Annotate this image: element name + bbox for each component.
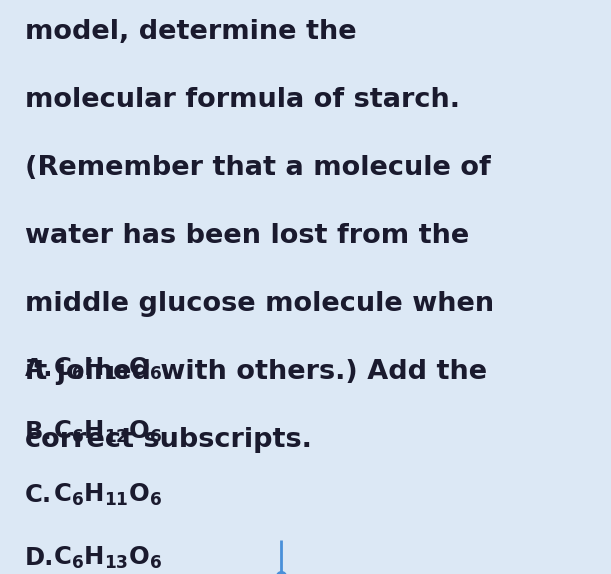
Text: B.: B. [25,420,53,444]
Text: $\mathregular{C_6H_{12}O_6}$: $\mathregular{C_6H_{12}O_6}$ [53,419,162,445]
Text: it joined with others.) Add the: it joined with others.) Add the [25,359,487,385]
Text: A.: A. [25,357,54,381]
Text: molecular formula of starch.: molecular formula of starch. [25,87,460,113]
Text: model, determine the: model, determine the [25,19,357,45]
Text: C.: C. [25,483,52,507]
Text: correct subscripts.: correct subscripts. [25,427,312,453]
Text: $\mathregular{C_6H_{13}O_6}$: $\mathregular{C_6H_{13}O_6}$ [53,545,162,571]
Text: $\mathregular{C_6H_{10}O_6}$: $\mathregular{C_6H_{10}O_6}$ [53,356,162,382]
Text: middle glucose molecule when: middle glucose molecule when [25,291,494,317]
Text: water has been lost from the: water has been lost from the [25,223,469,249]
Text: $\mathregular{C_6H_{11}O_6}$: $\mathregular{C_6H_{11}O_6}$ [53,482,162,508]
Text: D.: D. [25,546,54,570]
Text: (Remember that a molecule of: (Remember that a molecule of [25,155,491,181]
